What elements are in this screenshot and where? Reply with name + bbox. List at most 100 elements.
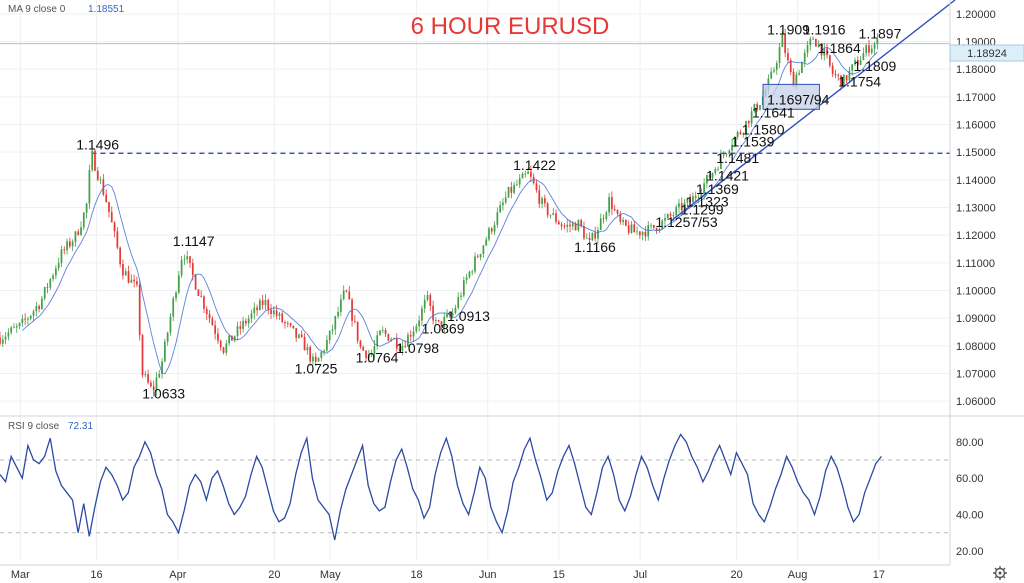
candle-body: [38, 306, 40, 309]
candle-body: [189, 256, 191, 264]
candle-body: [837, 75, 840, 76]
candle-body: [806, 45, 809, 53]
candle-body: [555, 213, 557, 222]
candle-body: [708, 174, 711, 178]
candle-body: [873, 44, 876, 49]
price-annotation: 1.1809: [853, 58, 896, 74]
candle-body: [177, 275, 180, 293]
candle-body: [720, 154, 722, 169]
candle-body: [770, 71, 773, 79]
candle-body: [88, 170, 91, 204]
candle-body: [608, 197, 610, 213]
candle-body: [625, 219, 627, 226]
candle-body: [812, 38, 814, 40]
candle-body: [493, 224, 496, 232]
candle-body: [169, 316, 172, 333]
rsi-tick-label: 60.00: [956, 473, 984, 485]
time-tick-label: May: [320, 569, 341, 581]
candle-body: [454, 307, 457, 313]
candle-body: [200, 295, 203, 297]
price-annotation: 1.1909: [767, 22, 810, 38]
candle-body: [638, 231, 641, 236]
candle-body: [41, 298, 43, 309]
candle-body: [451, 312, 454, 316]
candle-body: [108, 201, 110, 213]
candle-body: [725, 153, 728, 155]
candle-body: [99, 179, 102, 181]
candle-body: [689, 198, 692, 203]
candle-body: [35, 306, 38, 312]
candle-body: [460, 295, 462, 297]
time-tick-label: Aug: [788, 569, 808, 581]
candle-body: [122, 264, 124, 276]
candle-body: [340, 299, 342, 312]
candle-body: [60, 249, 63, 264]
candle-body: [672, 215, 675, 216]
candle-body: [703, 183, 705, 195]
candle-body: [479, 253, 482, 258]
candle-body: [147, 374, 149, 383]
chart-title: 6 HOUR EURUSD: [411, 13, 610, 40]
candle-body: [683, 202, 686, 211]
candle-body: [80, 227, 82, 235]
candle-body: [652, 224, 655, 228]
candle-body: [138, 284, 141, 336]
candle-body: [859, 60, 862, 65]
candle-body: [152, 386, 155, 391]
candle-body: [842, 75, 845, 87]
candle-body: [384, 330, 387, 334]
candle-body: [278, 313, 281, 316]
candle-body: [261, 300, 264, 306]
candle-body: [331, 329, 334, 331]
candle-body: [485, 239, 488, 246]
rsi-indicator-label: RSI 9 close: [8, 421, 60, 432]
candle-body: [706, 174, 708, 184]
candle-body: [1, 339, 4, 344]
candle-body: [787, 53, 789, 61]
candle-body: [264, 299, 267, 306]
candle-body: [172, 298, 175, 317]
candle-body: [876, 39, 879, 45]
settings-gear-icon[interactable]: [993, 566, 1007, 580]
candle-body: [636, 231, 638, 233]
candle-body: [337, 311, 339, 317]
candle-body: [314, 356, 317, 362]
candle-body: [742, 133, 745, 135]
candle-body: [616, 210, 619, 214]
candle-body: [856, 60, 859, 65]
candle-body: [591, 232, 594, 241]
price-annotation: 1.0913: [447, 308, 490, 324]
trendline: [670, 0, 956, 222]
candle-body: [678, 203, 680, 208]
candle-body: [163, 341, 166, 362]
candle-body: [214, 325, 217, 334]
candle-body: [359, 340, 362, 347]
candle-body: [717, 168, 719, 170]
candle-body: [398, 348, 401, 351]
price-annotation: 1.1323: [686, 194, 729, 210]
candle-body: [144, 374, 147, 376]
candle-body: [7, 332, 10, 337]
candle-body: [633, 224, 636, 233]
candle-body: [435, 320, 437, 321]
candle-body: [281, 313, 284, 323]
candle-body: [739, 132, 742, 134]
candle-body: [110, 212, 113, 223]
candle-body: [242, 320, 244, 329]
candle-body: [675, 207, 678, 216]
candle-body: [560, 224, 563, 227]
candle-body: [49, 279, 52, 288]
candle-body: [462, 280, 465, 296]
levels: [0, 43, 950, 154]
candle-body: [334, 316, 337, 330]
candle-body: [74, 231, 77, 242]
price-tick-label: 1.07000: [956, 369, 996, 381]
candle-body: [317, 357, 320, 362]
candle-body: [468, 271, 471, 278]
candle-body: [272, 310, 275, 314]
price-tick-label: 1.11000: [956, 258, 995, 270]
candle-body: [256, 307, 258, 311]
candle-body: [619, 213, 622, 222]
